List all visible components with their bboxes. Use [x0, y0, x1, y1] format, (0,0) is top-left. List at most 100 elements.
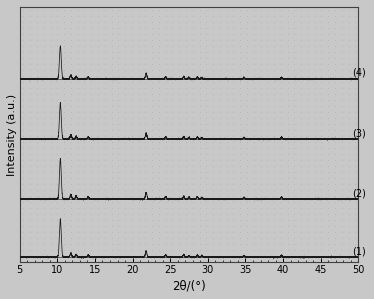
Point — [115, 91, 121, 96]
Point — [88, 218, 94, 222]
Point — [156, 128, 162, 132]
Point — [47, 164, 53, 168]
Point — [346, 26, 352, 30]
Point — [319, 74, 325, 78]
Point — [115, 13, 121, 18]
Point — [136, 128, 142, 132]
Point — [82, 224, 88, 228]
Point — [176, 200, 182, 205]
Point — [298, 152, 304, 156]
Point — [339, 62, 345, 66]
Point — [332, 254, 338, 259]
Point — [298, 134, 304, 138]
Point — [47, 62, 53, 66]
Point — [21, 104, 27, 109]
Point — [244, 158, 250, 162]
Point — [278, 176, 284, 181]
Point — [47, 182, 53, 187]
Point — [88, 254, 94, 259]
Point — [75, 38, 81, 42]
Point — [88, 97, 94, 102]
Point — [21, 152, 27, 156]
Point — [332, 200, 338, 205]
Point — [95, 97, 101, 102]
Point — [115, 254, 121, 259]
Point — [339, 236, 345, 240]
Point — [88, 44, 94, 48]
Point — [237, 50, 243, 54]
Point — [61, 104, 67, 109]
Point — [163, 116, 169, 120]
Point — [75, 206, 81, 210]
Point — [54, 128, 60, 132]
Point — [142, 44, 148, 48]
Point — [325, 86, 331, 90]
Point — [47, 176, 53, 181]
Point — [197, 164, 203, 168]
Point — [352, 50, 358, 54]
Point — [332, 260, 338, 265]
Point — [129, 134, 135, 138]
Point — [237, 74, 243, 78]
Point — [230, 32, 236, 36]
Point — [251, 170, 257, 174]
Point — [332, 44, 338, 48]
Point — [346, 230, 352, 234]
Point — [169, 218, 175, 222]
Point — [319, 80, 325, 84]
Point — [298, 122, 304, 126]
Point — [230, 19, 236, 24]
Point — [339, 97, 345, 102]
Point — [285, 164, 291, 168]
Point — [169, 97, 175, 102]
Point — [82, 230, 88, 234]
Point — [325, 38, 331, 42]
Point — [203, 182, 209, 187]
Point — [47, 44, 53, 48]
Point — [129, 128, 135, 132]
Point — [258, 134, 264, 138]
Point — [190, 212, 196, 216]
Point — [27, 122, 33, 126]
Point — [34, 182, 40, 187]
Point — [352, 56, 358, 60]
Point — [319, 158, 325, 162]
Point — [305, 164, 311, 168]
Point — [217, 134, 223, 138]
Point — [224, 32, 230, 36]
X-axis label: 2θ/(°): 2θ/(°) — [172, 279, 206, 292]
Point — [163, 182, 169, 187]
Point — [332, 62, 338, 66]
Point — [237, 254, 243, 259]
Point — [224, 38, 230, 42]
Point — [88, 224, 94, 228]
Point — [183, 32, 189, 36]
Point — [61, 242, 67, 246]
Point — [237, 19, 243, 24]
Point — [176, 91, 182, 96]
Point — [264, 26, 270, 30]
Point — [312, 56, 318, 60]
Point — [47, 13, 53, 18]
Point — [21, 26, 27, 30]
Point — [129, 140, 135, 144]
Point — [278, 50, 284, 54]
Point — [102, 164, 108, 168]
Point — [68, 7, 74, 12]
Point — [142, 212, 148, 216]
Point — [156, 50, 162, 54]
Point — [244, 248, 250, 252]
Point — [108, 56, 114, 60]
Point — [251, 134, 257, 138]
Point — [258, 212, 264, 216]
Point — [312, 236, 318, 240]
Point — [163, 80, 169, 84]
Point — [95, 158, 101, 162]
Point — [271, 26, 277, 30]
Point — [264, 260, 270, 265]
Point — [34, 242, 40, 246]
Point — [122, 230, 128, 234]
Point — [258, 38, 264, 42]
Point — [291, 260, 297, 265]
Point — [251, 80, 257, 84]
